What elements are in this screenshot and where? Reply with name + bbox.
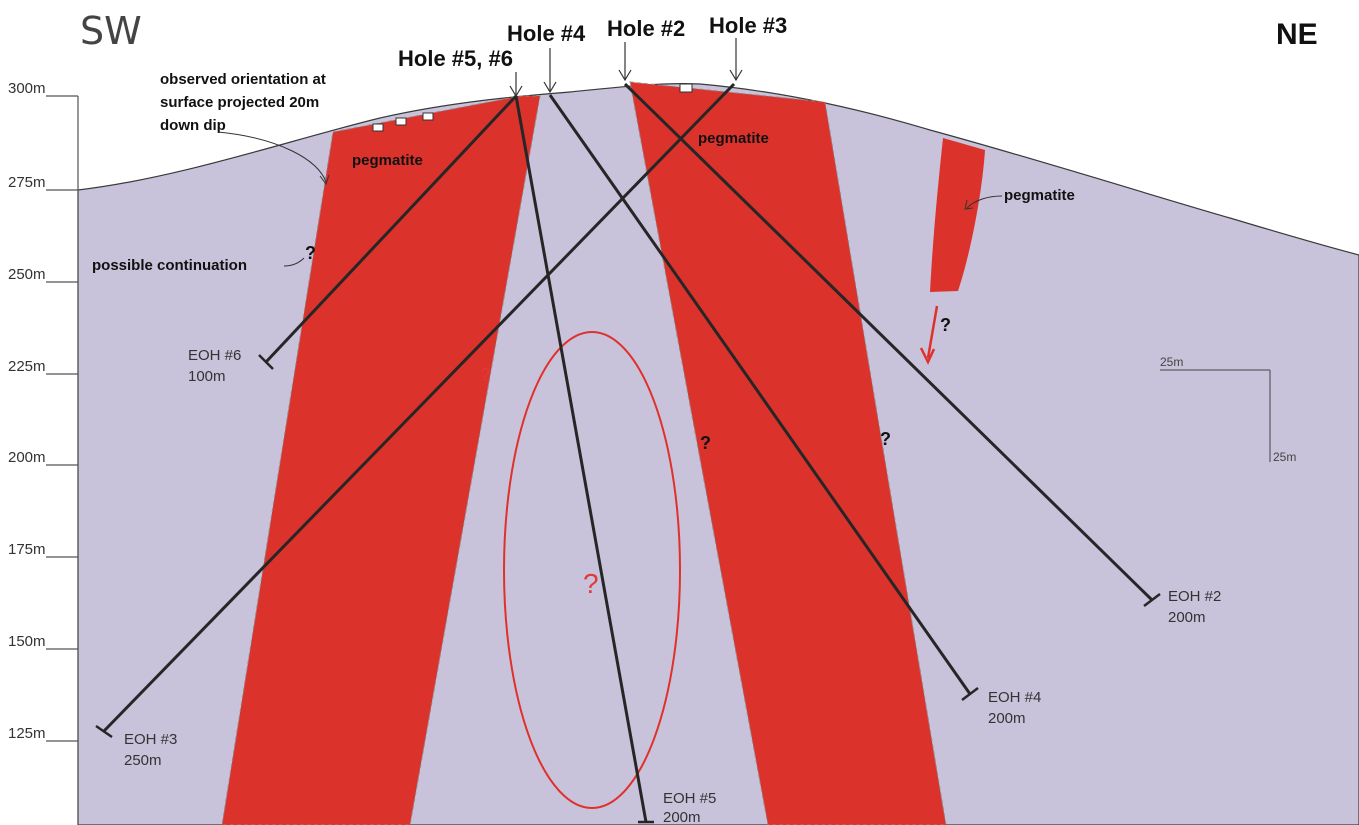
eoh-6-label: EOH #6 <box>188 347 241 364</box>
drill-hole-3 <box>102 82 736 733</box>
possible-continuation-leader <box>283 257 305 267</box>
eoh-6-depth: 100m <box>188 368 226 385</box>
pegmatite-label: pegmatite <box>352 152 423 169</box>
pegmatite-dike-east <box>629 81 947 825</box>
drill-hole-2 <box>623 82 1154 602</box>
hole-label-3: Hole #3 <box>709 13 787 38</box>
elevation-label: 175m <box>8 541 46 558</box>
observed-orientation-label: observed orientation at <box>160 71 326 88</box>
eoh-3-depth: 250m <box>124 752 162 769</box>
eoh-3-label: EOH #3 <box>124 731 177 748</box>
direction-sw: SW <box>80 9 142 53</box>
hole-label-2: Hole #2 <box>607 16 685 41</box>
pegmatite-pod-leader <box>966 195 1003 209</box>
question-mark: ? <box>940 315 951 335</box>
pegmatite-label: pegmatite <box>698 130 769 147</box>
elevation-label: 200m <box>8 449 46 466</box>
possible-continuation-label: possible continuation <box>92 257 247 274</box>
observed-orientation-leader <box>217 131 327 183</box>
elevation-label: 300m <box>8 80 46 97</box>
downward-extension-arrow <box>926 305 939 359</box>
pegmatite-pod <box>930 138 985 292</box>
hole-label-4: Hole #4 <box>507 21 586 46</box>
question-mark: ? <box>880 429 891 449</box>
eoh-2-depth: 200m <box>1168 609 1206 626</box>
observed-orientation-label: surface projected 20m <box>160 94 319 111</box>
eoh-4-label: EOH #4 <box>988 689 1041 706</box>
eoh-5-depth: 200m <box>663 809 701 825</box>
question-mark: ? <box>305 243 316 263</box>
drill-hole-5 <box>514 95 648 823</box>
eoh-2-label: EOH #2 <box>1168 588 1221 605</box>
drill-hole-6 <box>264 94 518 364</box>
scale-bar: 25m 25m <box>1160 355 1296 464</box>
elevation-label: 250m <box>8 266 46 283</box>
observed-orientation-arrowhead <box>319 174 330 186</box>
elevation-ticks <box>46 95 78 742</box>
question-mark: ? <box>700 433 711 453</box>
target-ellipse <box>503 331 681 809</box>
elevation-label: 275m <box>8 174 46 191</box>
eoh-markers <box>95 354 1161 824</box>
scale-bar-vertical-label: 25m <box>1273 450 1296 464</box>
surface-notches <box>372 83 693 132</box>
pegmatite-label: pegmatite <box>1004 187 1075 204</box>
eoh-4-depth: 200m <box>988 710 1026 727</box>
pegmatite-dike-west <box>221 95 541 825</box>
collar-arrows <box>509 38 743 98</box>
pegmatite-pod-arrowhead <box>964 199 974 210</box>
question-mark: ? <box>480 365 490 385</box>
direction-ne: NE <box>1276 18 1318 51</box>
drill-holes <box>102 82 1154 823</box>
downward-extension-arrowhead <box>919 347 936 365</box>
observed-orientation-label: down dip <box>160 117 226 134</box>
elevation-label: 150m <box>8 633 46 650</box>
hole-label-5-6: Hole #5, #6 <box>398 46 513 71</box>
drill-hole-4 <box>548 94 972 695</box>
scale-bar-horizontal-label: 25m <box>1160 355 1183 369</box>
eoh-5-label: EOH #5 <box>663 790 716 807</box>
target-question-mark: ? <box>583 568 599 599</box>
elevation-label: 225m <box>8 358 46 375</box>
elevation-label: 125m <box>8 725 46 742</box>
